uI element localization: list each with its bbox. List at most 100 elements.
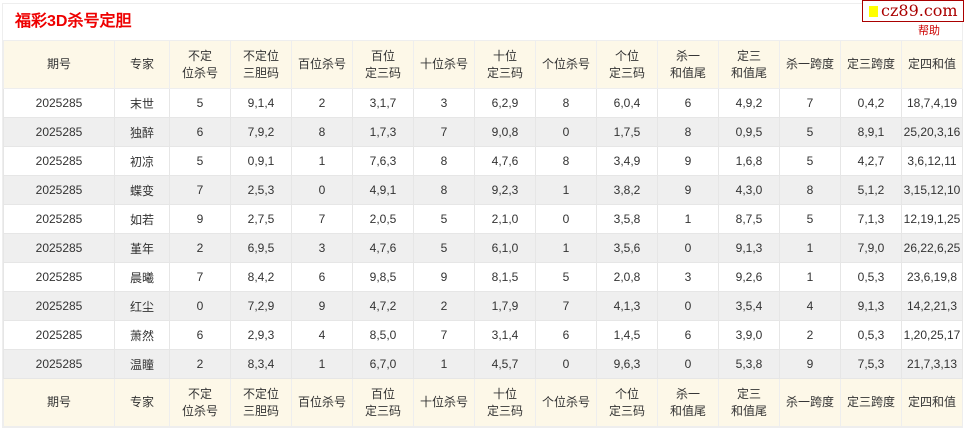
watermark-logo: cz89.com [862, 0, 964, 22]
table-cell: 4 [779, 291, 841, 321]
table-cell: 3 [657, 262, 719, 292]
table-cell: 2 [779, 320, 841, 350]
table-cell: 5 [413, 204, 475, 234]
table-cell: 6 [169, 320, 231, 350]
table-cell: 5 [779, 117, 841, 147]
table-cell: 7,9,2 [230, 117, 292, 147]
table-cell: 9,1,3 [840, 291, 902, 321]
table-cell: 6,1,0 [474, 233, 536, 263]
table-cell: 2,9,3 [230, 320, 292, 350]
table-cell: 8 [535, 88, 597, 118]
table-cell: 6 [535, 320, 597, 350]
table-cell: 1,4,5 [596, 320, 658, 350]
table-cell: 7 [535, 291, 597, 321]
table-cell: 1,7,9 [474, 291, 536, 321]
table-cell: 8,9,1 [840, 117, 902, 147]
table-cell: 3,9,0 [718, 320, 780, 350]
lottery-panel: 福彩3D杀号定胆 帮助 期号 专家 不定 位杀号 不定位 三胆码 百位杀号 百位 定三码十… [2, 3, 963, 428]
table-cell: 9 [657, 175, 719, 205]
table-cell: 9 [291, 291, 353, 321]
table-cell: 3,1,7 [352, 88, 414, 118]
expert-name-cell: 晨曦 [114, 262, 170, 292]
table-cell: 7,1,3 [840, 204, 902, 234]
column-header: 杀一 和值尾 [657, 40, 719, 89]
table-cell: 9,2,3 [474, 175, 536, 205]
header-row: 期号 专家 不定 位杀号 不定位 三胆码 百位杀号 百位 定三码 十位杀号 十位 定三码 个位杀… [3, 40, 963, 89]
table-row: 2025285 温瞳 2 8,3,4 1 6,7,0 1 4,5,7 0 9,6,3 0 5,3,8 9… [3, 349, 963, 379]
table-cell: 8,3,4 [230, 349, 292, 379]
table-cell: 5 [169, 146, 231, 176]
table-cell: 2025285 [3, 146, 115, 176]
column-header: 百位 定三码 [352, 378, 414, 427]
help-link[interactable]: 帮助 [918, 25, 940, 37]
column-header: 定三 和值尾 [718, 40, 780, 89]
table-cell: 1 [291, 146, 353, 176]
table-cell: 9,1,4 [230, 88, 292, 118]
table-cell: 1 [535, 175, 597, 205]
table-cell: 9,8,5 [352, 262, 414, 292]
table-cell: 0 [657, 233, 719, 263]
column-header: 十位 定三码 [474, 378, 536, 427]
table-cell: 1,7,3 [352, 117, 414, 147]
table-cell: 9 [779, 349, 841, 379]
table-cell: 7 [779, 88, 841, 118]
table-cell: 7,2,9 [230, 291, 292, 321]
table-cell: 3 [291, 233, 353, 263]
table-cell: 12,19,1,25 [901, 204, 963, 234]
table-cell: 4,9,1 [352, 175, 414, 205]
table-row: 2025285 蝶变 7 2,5,3 0 4,9,1 8 9,2,3 1 3,8,2 9 4,3,0 8… [3, 175, 963, 205]
table-cell: 8 [535, 146, 597, 176]
table-cell: 2025285 [3, 204, 115, 234]
table-cell: 2025285 [3, 233, 115, 263]
table-cell: 1,20,25,17 [901, 320, 963, 350]
table-cell: 0 [169, 291, 231, 321]
table-cell: 2,7,5 [230, 204, 292, 234]
table-cell: 1 [535, 233, 597, 263]
table-cell: 8 [779, 175, 841, 205]
table-cell: 21,7,3,13 [901, 349, 963, 379]
table-cell: 6,9,5 [230, 233, 292, 263]
column-header: 期号 [3, 378, 115, 427]
table-cell: 4,3,0 [718, 175, 780, 205]
table-row: 2025285 红尘 0 7,2,9 9 4,7,2 2 1,7,9 7 4,1,3 0 3,5,4 4… [3, 291, 963, 321]
table-cell: 6,0,4 [596, 88, 658, 118]
table-cell: 8 [657, 117, 719, 147]
table-cell: 3,4,9 [596, 146, 658, 176]
table-cell: 4,7,6 [352, 233, 414, 263]
expert-name-cell: 末世 [114, 88, 170, 118]
column-header: 个位杀号 [535, 378, 597, 427]
table-cell: 2,0,8 [596, 262, 658, 292]
column-header: 定三跨度 [840, 40, 902, 89]
expert-name-cell: 温瞳 [114, 349, 170, 379]
expert-name-cell: 萧然 [114, 320, 170, 350]
table-cell: 5,1,2 [840, 175, 902, 205]
table-cell: 8 [413, 175, 475, 205]
expert-name-cell: 如若 [114, 204, 170, 234]
table-cell: 3 [413, 88, 475, 118]
column-header: 个位杀号 [535, 40, 597, 89]
table-cell: 9,2,6 [718, 262, 780, 292]
prediction-table: 期号 专家 不定 位杀号 不定位 三胆码 百位杀号 百位 定三码 十位杀号 十位 定三码 个位杀… [3, 40, 963, 427]
table-cell: 9 [657, 146, 719, 176]
table-cell: 0 [291, 175, 353, 205]
table-cell: 0,9,1 [230, 146, 292, 176]
table-cell: 1,6,8 [718, 146, 780, 176]
table-cell: 4,7,2 [352, 291, 414, 321]
table-cell: 9 [413, 262, 475, 292]
table-cell: 4,2,7 [840, 146, 902, 176]
table-cell: 14,2,21,3 [901, 291, 963, 321]
column-header: 百位 定三码 [352, 40, 414, 89]
table-cell: 8,1,5 [474, 262, 536, 292]
table-cell: 4 [291, 320, 353, 350]
table-cell: 26,22,6,25 [901, 233, 963, 263]
table-cell: 5,3,8 [718, 349, 780, 379]
table-cell: 0 [535, 204, 597, 234]
table-cell: 8,7,5 [718, 204, 780, 234]
column-header: 十位杀号 [413, 378, 475, 427]
table-cell: 7,6,3 [352, 146, 414, 176]
expert-name-cell: 堇年 [114, 233, 170, 263]
table-cell: 2,0,5 [352, 204, 414, 234]
table-cell: 5 [169, 88, 231, 118]
column-header: 不定 位杀号 [169, 378, 231, 427]
table-cell: 9,1,3 [718, 233, 780, 263]
